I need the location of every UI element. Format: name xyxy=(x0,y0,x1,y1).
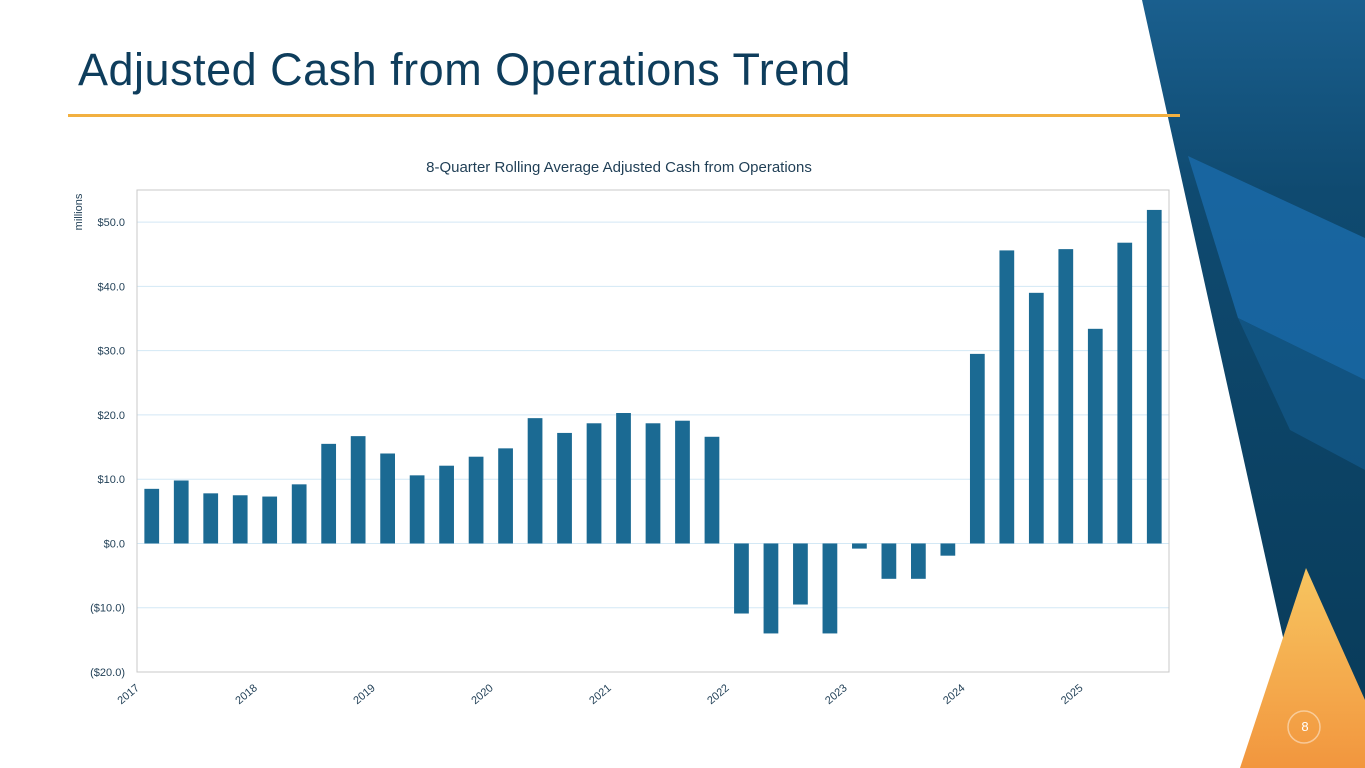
y-tick-label: $50.0 xyxy=(97,217,125,229)
bar xyxy=(1117,242,1133,544)
x-tick-label: 2025 xyxy=(1059,682,1085,707)
bar xyxy=(793,543,808,605)
y-tick-label: $10.0 xyxy=(97,474,125,486)
bar xyxy=(527,418,543,544)
page-number: 8 xyxy=(1301,719,1309,734)
title-divider xyxy=(68,114,1180,117)
x-tick-label: 2023 xyxy=(823,682,849,707)
x-tick-label: 2021 xyxy=(587,682,613,707)
bar xyxy=(321,443,337,544)
y-tick-label: ($10.0) xyxy=(90,603,125,615)
bar xyxy=(1087,328,1103,544)
y-tick-label: $0.0 xyxy=(104,538,125,550)
x-tick-label: 2024 xyxy=(941,682,967,707)
bar xyxy=(498,448,513,544)
bar xyxy=(557,432,572,544)
bar xyxy=(822,543,838,634)
chart-title: 8-Quarter Rolling Average Adjusted Cash … xyxy=(426,159,812,176)
bar xyxy=(1028,292,1044,544)
bar xyxy=(734,543,749,614)
bar xyxy=(969,353,985,544)
bar xyxy=(173,480,189,544)
bar xyxy=(468,456,484,544)
y-tick-label: $40.0 xyxy=(97,281,125,293)
bar xyxy=(881,543,897,579)
y-tick-label: $30.0 xyxy=(97,346,125,358)
bar xyxy=(380,453,395,544)
bar xyxy=(999,250,1015,544)
slide-title: Adjusted Cash from Operations Trend xyxy=(78,44,851,95)
x-tick-label: 2019 xyxy=(351,682,377,707)
bar xyxy=(852,543,867,549)
x-tick-label: 2018 xyxy=(233,682,259,707)
bar xyxy=(144,488,160,544)
x-tick-label: 2022 xyxy=(705,682,731,707)
bar xyxy=(409,475,425,544)
bar xyxy=(350,436,366,544)
bar xyxy=(232,495,248,544)
x-tick-label: 2020 xyxy=(469,682,495,707)
y-tick-label: ($20.0) xyxy=(90,667,125,679)
bar xyxy=(675,420,690,544)
bar xyxy=(616,413,631,544)
y-tick-label: $20.0 xyxy=(97,410,125,422)
bar xyxy=(704,436,720,544)
bar xyxy=(940,543,956,556)
bar xyxy=(439,465,454,544)
bar xyxy=(291,484,307,544)
bar xyxy=(262,496,278,544)
x-tick-label: 2017 xyxy=(115,682,141,707)
bar xyxy=(586,423,602,544)
bar xyxy=(1058,249,1074,544)
bar xyxy=(645,423,661,544)
bar xyxy=(203,493,219,544)
bar xyxy=(1146,209,1162,544)
bar xyxy=(911,543,926,579)
bar xyxy=(763,543,779,634)
plot-frame xyxy=(136,189,1170,673)
